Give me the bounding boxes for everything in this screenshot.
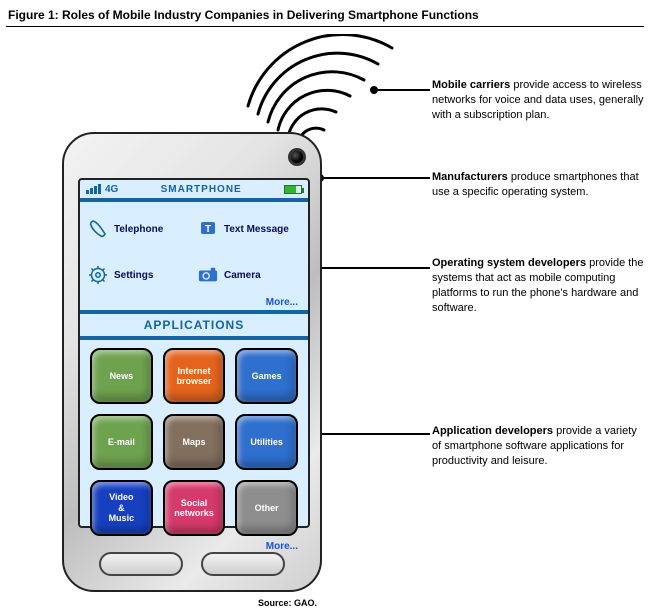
- app-label: News: [110, 371, 134, 381]
- os-item-label: Telephone: [114, 224, 163, 235]
- text-message-icon: T: [198, 219, 218, 239]
- app-label: Other: [255, 503, 279, 513]
- applications-header: APPLICATIONS: [80, 310, 308, 340]
- callout-os-bold: Operating system developers: [432, 257, 586, 269]
- svg-text:T: T: [205, 224, 211, 235]
- home-button-left: [99, 552, 183, 576]
- app-label: Maps: [182, 437, 205, 447]
- os-more-link: More...: [266, 297, 298, 308]
- camera-icon: [198, 265, 218, 285]
- app-tile-games: Games: [235, 348, 298, 404]
- app-tile-video-music: Video&Music: [90, 480, 153, 536]
- phone-title: SMARTPHONE: [118, 184, 284, 195]
- app-label: Games: [252, 371, 282, 381]
- front-camera-icon: [288, 148, 306, 166]
- apps-more-link: More...: [266, 541, 298, 552]
- os-item-label: Camera: [224, 270, 261, 281]
- app-label: Video&Music: [109, 492, 135, 523]
- smartphone-body: 4G SMARTPHONE Telephone T Text Message: [62, 132, 322, 592]
- app-tile-other: Other: [235, 480, 298, 536]
- home-buttons: [64, 552, 320, 576]
- network-label: 4G: [105, 184, 118, 195]
- callout-carriers-bold: Mobile carriers: [432, 79, 510, 91]
- os-item-textmessage: T Text Message: [198, 208, 300, 250]
- callout-manufacturers: Manufacturers produce smartphones that u…: [432, 170, 647, 200]
- callout-manufacturers-bold: Manufacturers: [432, 171, 508, 183]
- settings-icon: [88, 265, 108, 285]
- os-item-telephone: Telephone: [88, 208, 190, 250]
- os-item-label: Text Message: [224, 224, 289, 235]
- figure-title: Figure 1: Roles of Mobile Industry Compa…: [8, 8, 479, 22]
- app-label: Utilities: [250, 437, 283, 447]
- title-rule: [6, 26, 644, 27]
- os-item-label: Settings: [114, 270, 153, 281]
- applications-grid: News Internetbrowser Games E-mail Maps U…: [80, 340, 308, 550]
- app-tile-maps: Maps: [163, 414, 226, 470]
- os-functions-panel: Telephone T Text Message Settings Camera: [80, 202, 308, 310]
- app-label: Socialnetworks: [174, 498, 214, 519]
- app-label: Internetbrowser: [176, 366, 211, 387]
- signal-bars-icon: [86, 184, 101, 194]
- battery-icon: [284, 185, 302, 194]
- app-tile-email: E-mail: [90, 414, 153, 470]
- os-item-settings: Settings: [88, 254, 190, 296]
- screen: 4G SMARTPHONE Telephone T Text Message: [78, 178, 310, 528]
- app-tile-social-networks: Socialnetworks: [163, 480, 226, 536]
- callout-carriers: Mobile carriers provide access to wirele…: [432, 78, 647, 123]
- app-label: E-mail: [108, 437, 135, 447]
- callout-os: Operating system developers provide the …: [432, 256, 647, 315]
- callout-apps: Application developers provide a variety…: [432, 424, 647, 469]
- home-button-right: [201, 552, 285, 576]
- source-label: Source: GAO.: [258, 598, 317, 608]
- app-tile-utilities: Utilities: [235, 414, 298, 470]
- app-tile-internet-browser: Internetbrowser: [163, 348, 226, 404]
- os-item-camera: Camera: [198, 254, 300, 296]
- telephone-icon: [88, 219, 108, 239]
- status-bar: 4G SMARTPHONE: [80, 180, 308, 202]
- callout-apps-bold: Application developers: [432, 425, 553, 437]
- app-tile-news: News: [90, 348, 153, 404]
